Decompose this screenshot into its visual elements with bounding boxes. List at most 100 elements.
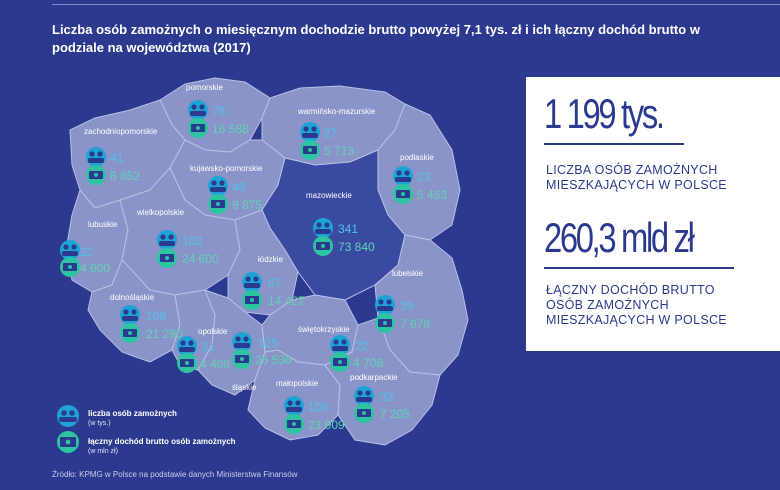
- legend-people-unit: (w tys.): [88, 420, 111, 427]
- region-label-warminsko-mazurskie: warmińsko-mazurskie: [297, 107, 376, 116]
- region-income-zachodniopomorskie: 8 852: [110, 169, 140, 183]
- people-icon: [157, 230, 177, 250]
- income-icon: [208, 194, 228, 214]
- region-label-lubuskie: lubuskie: [88, 220, 118, 229]
- region-income-slaskie: 26 536: [255, 353, 292, 367]
- top-rule: [52, 4, 780, 5]
- legend-income-unit: (w mln zł): [88, 448, 118, 455]
- region-income-swietokrzyskie: 4 708: [353, 356, 383, 370]
- income-icon: [57, 431, 79, 453]
- income-icon: [284, 414, 304, 434]
- region-people-malopolskie: 108: [308, 400, 328, 414]
- region-people-lubuskie: 22: [80, 245, 94, 259]
- region-people-dolnoslaskie: 108: [146, 309, 166, 323]
- income-icon: [157, 248, 177, 268]
- people-icon: [86, 147, 106, 167]
- stats-box: 1 199 tys. LICZBA OSÓB ZAMOŻNYCH MIESZKA…: [526, 77, 780, 351]
- income-icon: [188, 118, 208, 138]
- income-icon: [120, 323, 140, 343]
- region-label-lubelskie: lubelskie: [392, 269, 424, 278]
- people-total: 1 199 tys.: [544, 90, 665, 137]
- people-icon: [375, 295, 395, 315]
- people-icon: [57, 405, 79, 427]
- region-label-lodzkie: łódzkie: [258, 255, 283, 264]
- region-shape-slaskie: [197, 289, 266, 396]
- region-people-pomorskie: 78: [212, 104, 226, 118]
- income-total-label: ŁĄCZNY DOCHÓD BRUTTO OSÓB ZAMOŻNYCH MIES…: [546, 283, 727, 327]
- income-icon: [313, 236, 333, 256]
- region-label-dolnoslaskie: dolnośląskie: [110, 293, 155, 302]
- region-income-pomorskie: 16 588: [212, 122, 249, 136]
- region-income-kujawsko-pomorskie: 9 875: [232, 198, 262, 212]
- region-income-lubuskie: 4 600: [80, 261, 110, 275]
- map-legend: liczba osób zamożnych (w tys.) łączny do…: [57, 405, 236, 455]
- income-icon: [60, 257, 80, 277]
- region-income-wielkopolskie: 24 600: [182, 252, 219, 266]
- region-people-wielkopolskie: 103: [182, 234, 202, 248]
- income-total: 260,3 mld zł: [544, 214, 695, 261]
- people-icon: [177, 336, 197, 356]
- region-income-podkarpackie: 7 205: [380, 407, 410, 421]
- region-label-kujawsko-pomorskie: kujawsko-pomorskie: [190, 164, 263, 173]
- region-income-lubelskie: 7 678: [400, 317, 430, 331]
- people-total-rule: [544, 143, 684, 145]
- region-label-podkarpackie: podkarpackie: [350, 373, 398, 382]
- people-icon: [208, 176, 228, 196]
- people-icon: [313, 218, 333, 238]
- region-label-podlaskie: podlaskie: [400, 153, 434, 162]
- region-income-lodzkie: 14 427: [268, 294, 305, 308]
- people-icon: [232, 332, 252, 352]
- region-label-opolskie: opolskie: [198, 327, 228, 336]
- source-note: Źródło: KPMG w Polsce na podstawie danyc…: [52, 470, 298, 479]
- region-people-podlaskie: 23: [417, 170, 431, 184]
- income-icon: [242, 290, 262, 310]
- page-title: Liczba osób zamożnych o miesięcznym doch…: [52, 22, 700, 55]
- region-people-mazowieckie: 341: [338, 222, 358, 236]
- region-people-lubelskie: 39: [400, 299, 414, 313]
- region-people-warminsko-mazurskie: 27: [324, 126, 338, 140]
- people-icon: [120, 305, 140, 325]
- legend-people-label: liczba osób zamożnych: [88, 409, 177, 418]
- region-income-malopolskie: 23 909: [308, 418, 345, 432]
- region-shape-podkarpackie: [324, 317, 441, 446]
- region-label-zachodniopomorskie: zachodniopomorskie: [84, 127, 158, 136]
- income-total-rule: [544, 267, 734, 269]
- people-icon: [393, 166, 413, 186]
- region-label-swietokrzyskie: świętokrzyskie: [298, 325, 350, 334]
- region-label-malopolskie: małopolskie: [276, 379, 319, 388]
- region-people-zachodniopomorskie: 41: [110, 151, 124, 165]
- income-icon: [354, 403, 374, 423]
- people-icon: [284, 396, 304, 416]
- people-total-label: LICZBA OSÓB ZAMOŻNYCH MIESZKAJĄCYCH W PO…: [546, 163, 727, 192]
- region-people-podkarpackie: 33: [380, 390, 394, 404]
- income-icon: [232, 349, 252, 369]
- region-income-dolnoslaskie: 21 290: [146, 327, 183, 341]
- region-people-opolskie: 21: [202, 340, 216, 354]
- people-icon: [354, 386, 374, 406]
- income-icon: [86, 165, 106, 185]
- income-icon: [375, 313, 395, 333]
- people-icon: [60, 240, 80, 260]
- region-label-slaskie: śląskie: [232, 383, 257, 392]
- income-icon: [177, 353, 197, 373]
- region-income-mazowieckie: 73 840: [338, 240, 375, 254]
- region-people-swietokrzyskie: 22: [355, 339, 369, 353]
- people-icon: [300, 122, 320, 142]
- people-icon: [242, 272, 262, 292]
- region-annotations: pomorskie 78 16 588 warmińsko-mazurskie …: [60, 83, 447, 434]
- income-icon: [300, 140, 320, 160]
- region-label-pomorskie: pomorskie: [186, 83, 223, 92]
- people-icon: [188, 100, 208, 120]
- legend-income-label: łączny dochód brutto osób zamożnych: [88, 437, 236, 446]
- region-people-lodzkie: 67: [268, 276, 282, 290]
- income-icon: [393, 184, 413, 204]
- region-income-podlaskie: 5 463: [417, 188, 447, 202]
- region-income-warminsko-mazurskie: 5 713: [324, 144, 354, 158]
- region-people-kujawsko-pomorskie: 48: [232, 180, 246, 194]
- region-income-opolskie: 4 408: [200, 357, 230, 371]
- region-people-slaskie: 125: [258, 336, 278, 350]
- income-icon: [330, 352, 350, 372]
- region-label-wielkopolskie: wielkopolskie: [136, 208, 185, 217]
- region-label-mazowieckie: mazowieckie: [306, 191, 352, 200]
